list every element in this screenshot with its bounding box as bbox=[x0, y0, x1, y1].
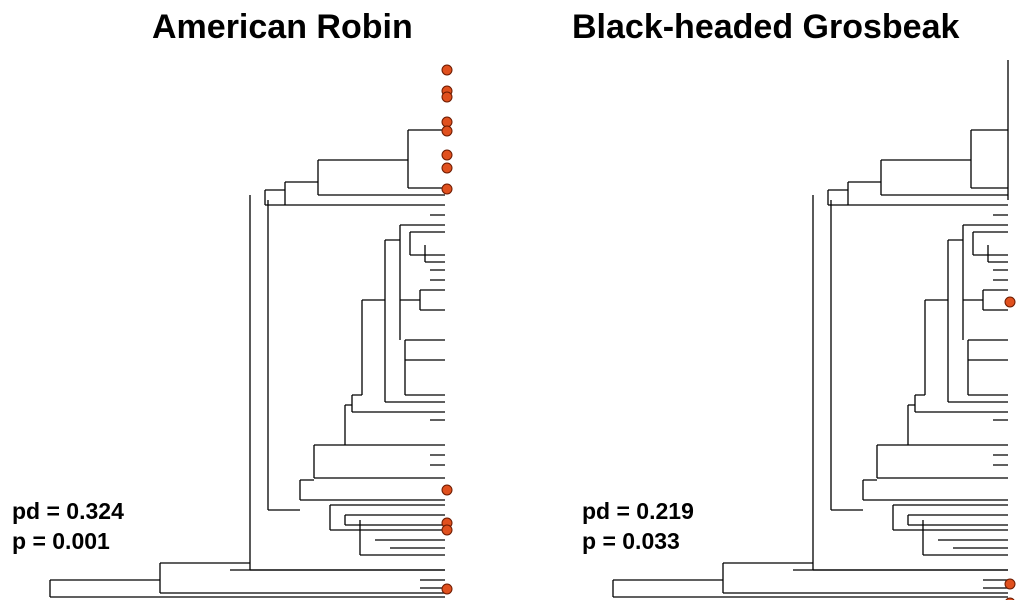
phylogeny-panel-american-robin: American Robin bbox=[12, 8, 453, 598]
pd-label: pd = 0.219 bbox=[582, 498, 694, 524]
tree-branches bbox=[612, 60, 1009, 598]
panel-title: American Robin bbox=[152, 8, 413, 46]
panel-title: Black-headed Grosbeak bbox=[572, 8, 960, 46]
p-value-label: p = 0.001 bbox=[12, 528, 110, 554]
stats-block: pd = 0.324 p = 0.001 bbox=[12, 496, 124, 556]
tip-markers bbox=[441, 64, 453, 595]
tip-markers bbox=[1004, 296, 1016, 600]
phylogenetic-tree bbox=[612, 60, 1016, 600]
p-value-label: p = 0.033 bbox=[582, 528, 680, 554]
stats-block: pd = 0.219 p = 0.033 bbox=[582, 496, 694, 556]
tree-branches bbox=[49, 129, 445, 598]
phylogenetic-tree bbox=[49, 64, 453, 598]
pd-label: pd = 0.324 bbox=[12, 498, 124, 524]
phylogeny-panel-black-headed-grosbeak: Black-headed Grosbeak bbox=[510, 0, 1019, 600]
